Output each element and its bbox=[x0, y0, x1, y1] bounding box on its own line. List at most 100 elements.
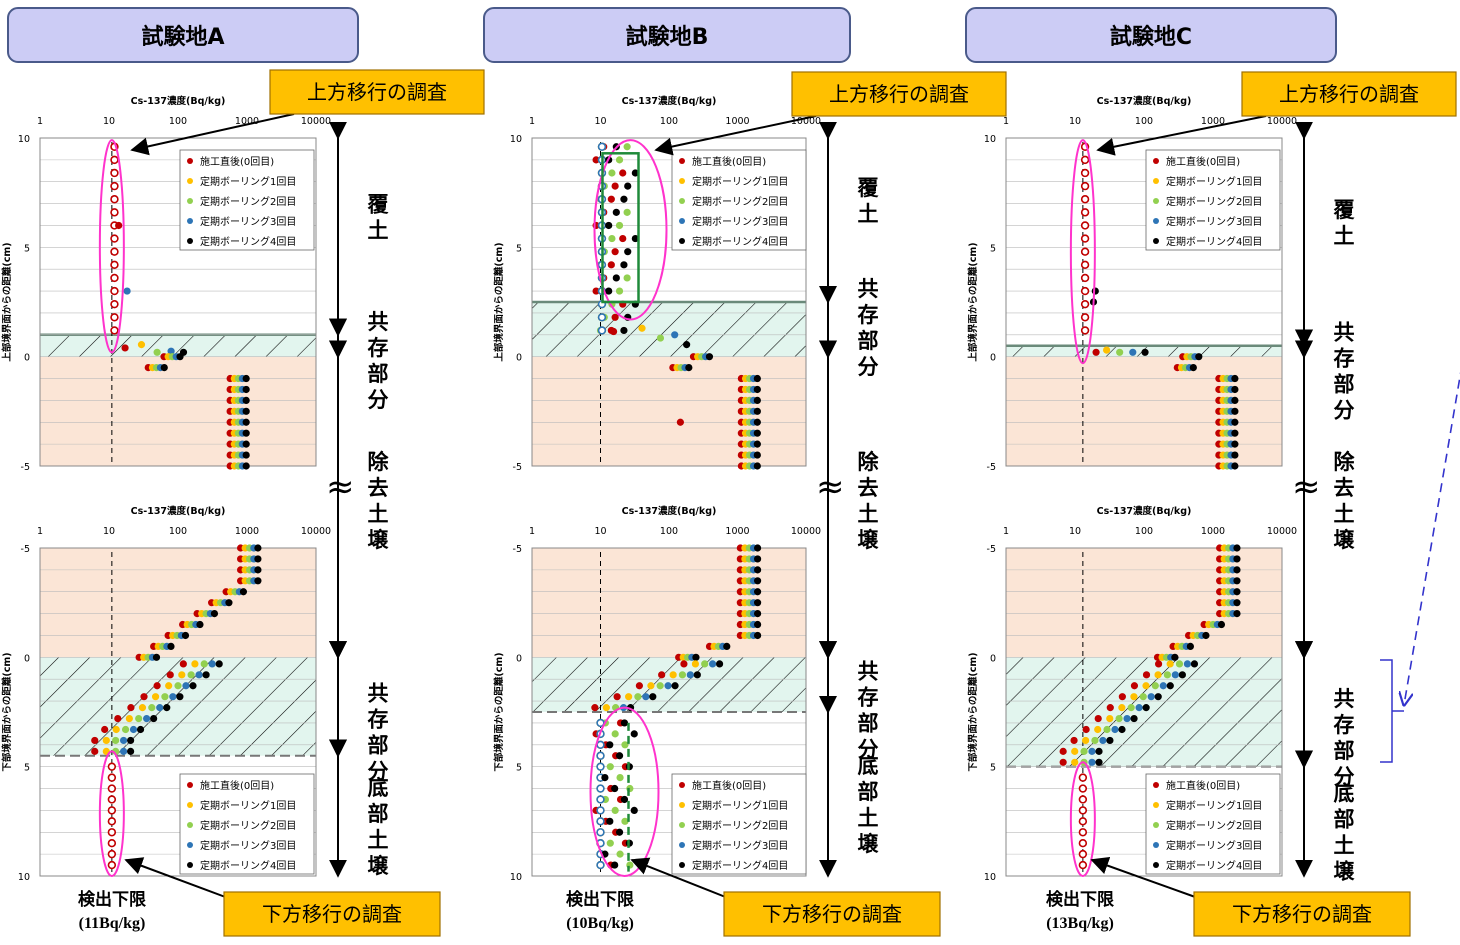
data-point bbox=[196, 620, 204, 629]
y-tick-label: 0 bbox=[990, 653, 996, 664]
data-point bbox=[254, 566, 262, 574]
data-point bbox=[1106, 704, 1114, 712]
y-tick-label: 10 bbox=[18, 134, 30, 145]
legend-marker bbox=[187, 178, 193, 184]
legend-label: 施工直後(0回目) bbox=[200, 155, 274, 168]
data-point bbox=[612, 274, 620, 282]
data-point-nd bbox=[1080, 326, 1090, 335]
data-point bbox=[621, 741, 629, 749]
label-bottom-soil: 土 bbox=[858, 806, 879, 830]
data-point-nd bbox=[110, 247, 119, 256]
data-point-nd bbox=[1080, 313, 1090, 322]
legend-label: 施工直後(0回目) bbox=[200, 779, 274, 792]
data-point bbox=[753, 577, 762, 585]
legend-label: 定期ボーリング3回目 bbox=[692, 839, 788, 852]
data-point bbox=[642, 693, 650, 701]
data-point-nd bbox=[597, 142, 607, 151]
plot-frame bbox=[39, 547, 317, 877]
y-tick-label: -5 bbox=[513, 462, 522, 473]
legend-label: 定期ボーリング3回目 bbox=[200, 839, 296, 852]
data-point bbox=[112, 736, 120, 745]
data-point bbox=[114, 714, 122, 723]
data-point bbox=[1099, 736, 1107, 745]
data-point bbox=[753, 418, 761, 426]
panel-header-0 bbox=[7, 7, 359, 63]
data-point bbox=[150, 714, 158, 723]
x-tick-label: 100 bbox=[169, 116, 187, 127]
legend-marker bbox=[187, 842, 193, 848]
data-point-nd bbox=[110, 208, 119, 217]
data-point bbox=[664, 682, 672, 690]
data-point-nd bbox=[107, 817, 117, 826]
downward-callout-text: 下方移行の調査 bbox=[762, 902, 902, 926]
downward-callout-arrow bbox=[124, 857, 229, 899]
data-point bbox=[119, 736, 128, 745]
x-tick-label: 10000 bbox=[1267, 526, 1297, 537]
data-point bbox=[1095, 758, 1103, 766]
legend-label: 定期ボーリング3回目 bbox=[200, 215, 296, 228]
data-point bbox=[1094, 725, 1102, 734]
data-point bbox=[1118, 725, 1126, 734]
data-point bbox=[1130, 693, 1138, 701]
data-point bbox=[121, 344, 129, 352]
data-point bbox=[1127, 704, 1135, 712]
data-point-nd bbox=[110, 299, 119, 309]
data-point bbox=[753, 620, 762, 629]
data-point bbox=[611, 248, 619, 256]
upward-callout-arrow bbox=[130, 113, 295, 156]
data-point bbox=[607, 195, 615, 203]
legend-marker bbox=[1153, 842, 1159, 848]
data-point bbox=[166, 671, 174, 679]
y-axis-title: 上部境界面からの距離(cm) bbox=[967, 242, 979, 361]
data-point bbox=[1195, 353, 1203, 361]
data-point bbox=[1166, 682, 1174, 690]
data-point bbox=[615, 221, 624, 230]
data-point bbox=[680, 660, 688, 668]
data-point bbox=[1233, 544, 1241, 552]
legend-marker bbox=[679, 822, 685, 828]
data-point bbox=[623, 274, 631, 282]
legend-label: 定期ボーリング3回目 bbox=[1166, 215, 1262, 228]
data-point bbox=[254, 555, 262, 563]
data-point-nd bbox=[1080, 299, 1090, 309]
data-point bbox=[753, 429, 761, 437]
label-cover: 覆 bbox=[858, 176, 880, 200]
data-point bbox=[1171, 653, 1179, 661]
data-point bbox=[678, 671, 687, 679]
x-tick-label: 10 bbox=[1069, 116, 1081, 127]
legend-box bbox=[179, 149, 315, 251]
label-cover: 土 bbox=[1334, 224, 1355, 248]
data-point bbox=[1175, 660, 1184, 668]
data-point-nd bbox=[1080, 260, 1090, 270]
x-tick-label: 10 bbox=[103, 116, 115, 127]
label-removed-soil: 去 bbox=[1334, 476, 1355, 500]
legend-label: 定期ボーリング1回目 bbox=[692, 175, 788, 188]
legend-label: 定期ボーリング2回目 bbox=[692, 195, 788, 208]
data-point bbox=[242, 396, 250, 404]
data-point bbox=[608, 169, 616, 177]
x-tick-label: 1 bbox=[529, 526, 535, 537]
data-point bbox=[1106, 714, 1114, 723]
legend-marker bbox=[187, 198, 193, 204]
y-tick-label: -5 bbox=[987, 462, 996, 473]
y-tick-label: 5 bbox=[990, 243, 996, 254]
data-point-nd bbox=[110, 181, 119, 191]
data-point bbox=[671, 682, 679, 690]
y-axis-title: 上部境界面からの距離(cm) bbox=[493, 242, 505, 361]
data-point bbox=[152, 653, 161, 661]
data-point bbox=[153, 348, 161, 356]
label-bottom-soil: 土 bbox=[1334, 833, 1355, 857]
downward-survey-ellipse bbox=[1069, 761, 1096, 877]
label-coexist: 分 bbox=[858, 355, 879, 379]
panel-title-0: 試験地A bbox=[141, 24, 224, 50]
data-point bbox=[1233, 555, 1241, 563]
plot-frame bbox=[1005, 547, 1283, 877]
data-point bbox=[156, 704, 164, 712]
data-point bbox=[200, 660, 208, 668]
x-tick-label: 1 bbox=[1003, 526, 1009, 537]
legend-marker bbox=[187, 218, 193, 224]
label-coexist: 共 bbox=[368, 310, 389, 334]
legend-marker bbox=[187, 822, 193, 828]
data-point bbox=[195, 671, 203, 679]
data-point bbox=[1231, 374, 1239, 383]
